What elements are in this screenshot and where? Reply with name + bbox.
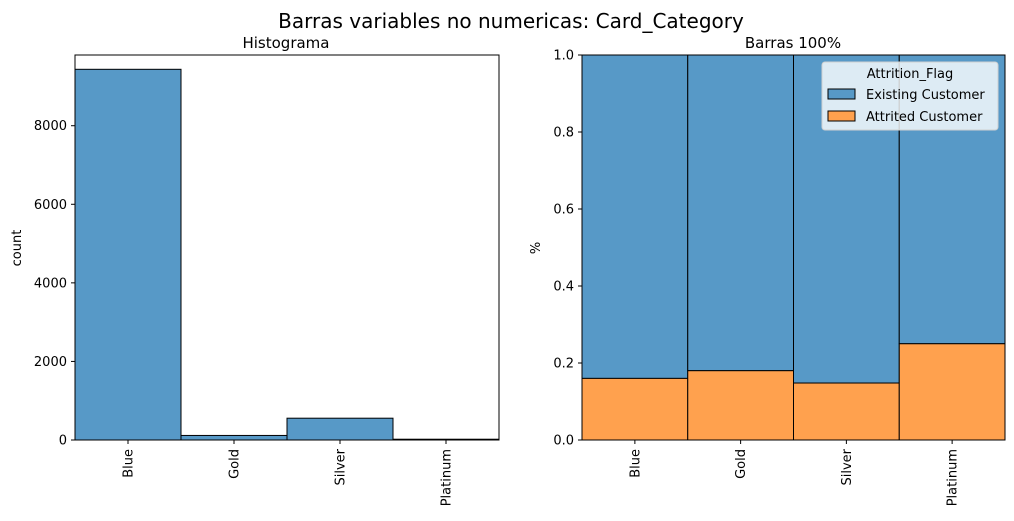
stacked-chart-y-axis-label: % xyxy=(529,242,544,254)
histogram-y-tick-label: 6000 xyxy=(34,198,67,213)
stacked-x-tick-label-silver: Silver xyxy=(840,448,855,485)
histogram-axes-frame xyxy=(74,54,500,441)
stacked-y-tick-label: 0.6 xyxy=(553,203,574,218)
stacked-y-tick-label: 0.8 xyxy=(553,126,574,141)
histogram-x-tick-label-blue: Blue xyxy=(122,449,137,478)
stacked-x-ticks: Blue Gold Silver Platinum xyxy=(628,440,961,506)
stacked-bar-gold-existing-customer xyxy=(687,54,794,372)
stacked-chart-title: Barras 100% xyxy=(745,34,841,52)
histogram-x-tick-label-platinum: Platinum xyxy=(440,449,455,506)
stacked-y-tick-label: 0.2 xyxy=(553,357,574,372)
legend-label-attrited-customer: Attrited Customer xyxy=(866,110,983,125)
stacked-bar-blue-attrited-customer xyxy=(581,377,689,441)
stacked-axes-frame xyxy=(581,54,1006,441)
histogram-title: Histograma xyxy=(242,34,329,52)
histogram-bar-silver xyxy=(286,417,394,441)
legend-box xyxy=(821,61,999,131)
histogram-bar-gold xyxy=(180,434,288,441)
stacked-y-ticks: 0.0 0.2 0.4 0.6 0.8 1.0 xyxy=(553,49,582,449)
legend-label-existing-customer: Existing Customer xyxy=(866,88,985,103)
stacked-y-tick-label: 1.0 xyxy=(553,49,574,64)
histogram-y-tick-label: 2000 xyxy=(34,355,67,370)
stacked-bar-gold-attrited-customer xyxy=(687,370,794,441)
legend-title: Attrition_Flag xyxy=(867,67,954,82)
histogram-chart: Histograma count 0 2000 4000 6000 8000 Blue G… xyxy=(10,34,500,506)
histogram-y-tick-label: 0 xyxy=(59,434,67,449)
stacked-x-tick-label-blue: Blue xyxy=(628,449,643,478)
histogram-y-ticks: 0 2000 4000 6000 8000 xyxy=(34,119,75,449)
legend-swatch-attrited-customer xyxy=(827,110,856,122)
legend-swatch-existing-customer xyxy=(827,88,856,100)
stacked-x-tick-label-gold: Gold xyxy=(734,449,749,479)
stacked-bar-blue-existing-customer xyxy=(581,54,689,379)
histogram-x-tick-label-gold: Gold xyxy=(228,449,243,479)
stacked-y-tick-label: 0.4 xyxy=(553,280,574,295)
stacked-y-tick-label: 0.0 xyxy=(553,434,574,449)
histogram-y-tick-label: 8000 xyxy=(34,119,67,134)
histogram-y-tick-label: 4000 xyxy=(34,276,67,291)
stacked-bar-platinum-attrited-customer xyxy=(898,343,1006,441)
stacked-x-tick-label-platinum: Platinum xyxy=(946,449,961,506)
stacked-bar-silver-attrited-customer xyxy=(793,382,900,441)
histogram-x-ticks: Blue Gold Silver Platinum xyxy=(122,440,455,506)
legend: Attrition_Flag Existing Customer Attrite… xyxy=(821,61,999,131)
stacked-100-chart: Barras 100% % 0.0 0.2 0.4 0.6 0.8 1.0 Blue Gol… xyxy=(529,34,1006,506)
histogram-bars xyxy=(74,68,500,441)
histogram-bar-blue xyxy=(74,68,182,441)
figure-title: Barras variables no numericas: Card_Cate… xyxy=(278,9,744,33)
histogram-x-tick-label-silver: Silver xyxy=(334,448,349,485)
histogram-y-axis-label: count xyxy=(10,230,25,267)
